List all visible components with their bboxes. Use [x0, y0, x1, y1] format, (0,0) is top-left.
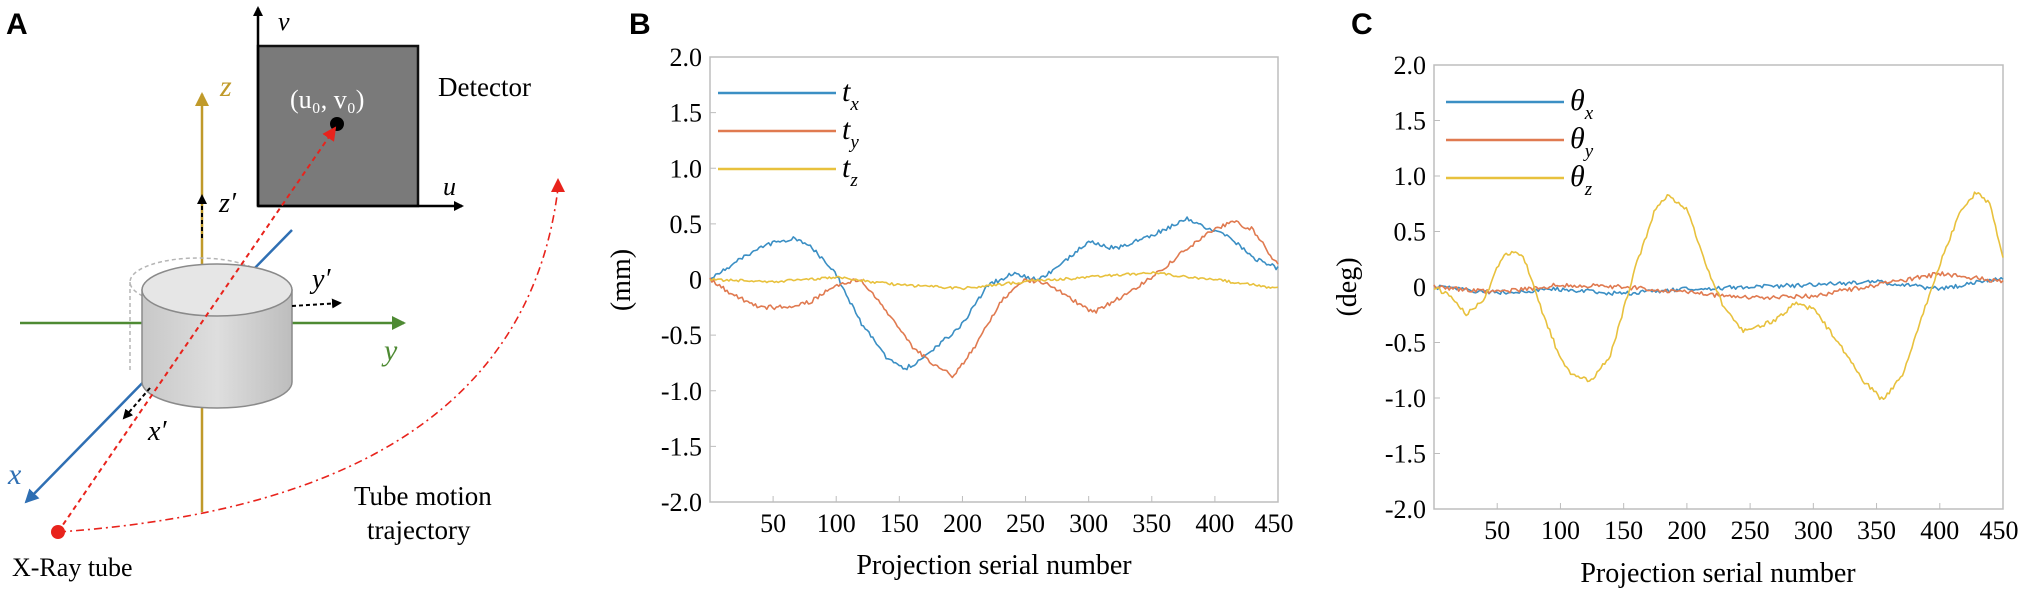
chart-b-y-tick-label: 1.0: [670, 154, 703, 183]
tube-trajectory-curve: [57, 187, 559, 533]
chart-c-x-tick-label: 400: [1920, 516, 1959, 545]
chart-b-series-z-line: [709, 271, 1279, 291]
chart-b-series-y-line: [709, 220, 1279, 379]
chart-c-series-x-line: [1433, 276, 2004, 296]
x-prime-label: x′: [147, 416, 167, 447]
v-axis-label: v: [278, 7, 290, 36]
y-prime-label: y′: [309, 264, 331, 295]
trajectory-arrowhead: [551, 178, 565, 192]
trajectory-label-line1: Tube motion: [354, 481, 492, 511]
chart-c-y-tick-label: 2.0: [1394, 51, 1427, 80]
chart-c-x-tick-label: 450: [1980, 516, 2019, 545]
chart-b-y-tick-label: 2.0: [670, 43, 703, 72]
trajectory-label-line2: trajectory: [367, 515, 471, 545]
principal-point-label: (u₀, v₀): [290, 85, 364, 114]
chart-c-y-tick-label: -0.5: [1385, 329, 1426, 358]
chart-c-series: [1433, 191, 2004, 401]
chart-b-x-tick-label: 250: [1006, 509, 1045, 538]
chart-b-x-tick-label: 150: [880, 509, 919, 538]
principal-point-dot: [330, 117, 344, 131]
chart-b-y-tick-label: -1.0: [661, 377, 702, 406]
chart-c-x-tick-label: 250: [1731, 516, 1770, 545]
chart-c-y-tick-label: -1.0: [1385, 384, 1426, 413]
chart-b-y-tick-label: 0.5: [670, 210, 703, 239]
chart-c-y-tick-label: 0.5: [1394, 218, 1427, 247]
chart-b: B 2.0 1.5 1.0 0.5 0 -0.5 -1.0 -1.5 -2.0 50 100 150…: [606, 8, 1294, 581]
chart-b-series-x-line: [709, 216, 1279, 371]
chart-c-y-ticks: 2.0 1.5 1.0 0.5 0 -0.5 -1.0 -1.5 -2.0: [1385, 51, 1440, 524]
chart-c-y-tick-label: 0: [1413, 273, 1426, 302]
chart-b-y-tick-label: 0: [689, 266, 702, 295]
chart-b-x-tick-label: 300: [1069, 509, 1108, 538]
chart-b-x-tick-label: 50: [760, 509, 786, 538]
chart-b-y-tick-label: -0.5: [661, 321, 702, 350]
panel-b-label: B: [629, 8, 651, 41]
chart-c-series-y-line: [1433, 271, 2004, 301]
chart-c-y-tick-label: -1.5: [1385, 440, 1426, 469]
panel-a-label: A: [6, 8, 28, 41]
chart-c-y-label: (deg): [1332, 257, 1363, 316]
y-axis-label: y: [381, 334, 398, 367]
chart-b-y-ticks: 2.0 1.5 1.0 0.5 0 -0.5 -1.0 -1.5 -2.0: [661, 43, 716, 517]
chart-c-y-tick-label: 1.0: [1394, 162, 1427, 191]
chart-c-legend-label-x: θx: [1570, 84, 1594, 124]
chart-b-x-ticks: 50 100 150 200 250 300 350 400 450: [760, 496, 1294, 538]
chart-b-x-label: Projection serial number: [856, 550, 1132, 581]
chart-c-x-tick-label: 150: [1604, 516, 1643, 545]
panel-c-label: C: [1351, 8, 1373, 41]
detector-label: Detector: [438, 72, 531, 102]
chart-b-x-tick-label: 450: [1255, 509, 1294, 538]
chart-c-x-tick-label: 350: [1857, 516, 1896, 545]
y-prime-arrow: [291, 298, 342, 309]
x-ray-beam: [57, 126, 337, 533]
chart-c-y-tick-label: 1.5: [1394, 107, 1427, 136]
chart-b-legend-label-z: tz: [842, 151, 858, 191]
chart-b-y-tick-label: -1.5: [661, 432, 702, 461]
z-axis-label: z: [219, 70, 232, 103]
u-axis-label: u: [443, 172, 456, 201]
chart-c-x-tick-label: 300: [1794, 516, 1833, 545]
chart-c-x-label: Projection serial number: [1580, 558, 1856, 589]
x-axis-label: x: [7, 458, 22, 491]
tube-cylinder: [141, 263, 293, 409]
chart-b-series: [709, 216, 1279, 379]
chart-b-y-tick-label: -2.0: [661, 488, 702, 517]
panel-a: A v u (u₀, v₀) Detector z y x z: [6, 6, 565, 582]
chart-c-x-tick-label: 200: [1667, 516, 1706, 545]
chart-c-x-ticks: 50 100 150 200 250 300 350 400 450: [1484, 503, 2019, 545]
chart-b-legend-label-y: ty: [842, 113, 859, 153]
chart-c-legend-label-y: θy: [1570, 122, 1594, 162]
chart-c: C 2.0 1.5 1.0 0.5 0 -0.5 -1.0 -1.5 -2.0 50 100 150…: [1332, 8, 2019, 589]
x-ray-tube-dot: [51, 525, 65, 539]
chart-c-x-tick-label: 100: [1541, 516, 1580, 545]
chart-b-x-tick-label: 350: [1132, 509, 1171, 538]
chart-c-x-tick-label: 50: [1484, 516, 1510, 545]
chart-b-x-tick-label: 400: [1195, 509, 1234, 538]
chart-b-x-tick-label: 100: [817, 509, 856, 538]
chart-c-y-tick-label: -2.0: [1385, 495, 1426, 524]
chart-c-series-z-line: [1433, 191, 2004, 401]
chart-b-x-tick-label: 200: [943, 509, 982, 538]
chart-b-y-tick-label: 1.5: [670, 99, 703, 128]
chart-b-y-label: (mm): [606, 249, 637, 311]
x-ray-tube-label: X-Ray tube: [12, 553, 133, 582]
chart-c-legend-label-z: θz: [1570, 160, 1593, 200]
z-prime-label: z′: [218, 188, 237, 219]
chart-b-legend-label-x: tx: [842, 75, 859, 115]
